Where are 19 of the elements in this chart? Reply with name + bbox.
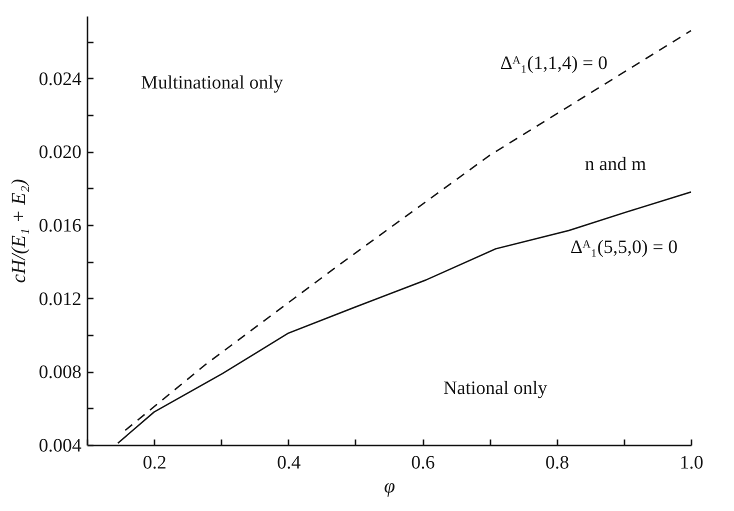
y-axis-title: cH/(E₁ + E₂) xyxy=(8,178,30,284)
line-series xyxy=(124,30,692,432)
annotation: n and m xyxy=(584,154,646,176)
y-tick-label: 0.024 xyxy=(38,68,82,90)
y-tick-label: 0.016 xyxy=(38,216,82,236)
annotation: Δᴬ₁(5,5,0) = 0 xyxy=(570,236,678,258)
annotation: National only xyxy=(443,378,548,399)
annotation: Δᴬ₁(1,1,4) = 0 xyxy=(500,53,608,74)
x-tick-label: 0.4 xyxy=(276,452,302,474)
x-tick-label: 0.2 xyxy=(142,452,166,474)
annotation: Multinational only xyxy=(141,72,284,94)
x-axis-title: φ xyxy=(384,476,396,498)
x-tick-label: 0.6 xyxy=(411,452,435,474)
y-tick-label: 0.004 xyxy=(38,436,82,456)
x-tick-label: 1.0 xyxy=(680,452,704,474)
y-tick-label: 0.020 xyxy=(38,142,82,164)
x-tick-label: 0.8 xyxy=(545,452,570,474)
y-tick-label: 0.008 xyxy=(38,362,82,384)
y-tick-label: 0.012 xyxy=(38,288,82,310)
